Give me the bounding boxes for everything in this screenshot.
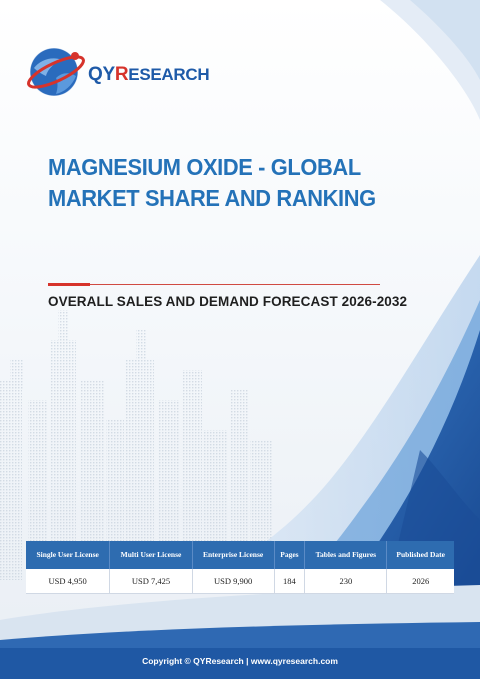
- logo-rest: ESEARCH: [128, 65, 210, 84]
- value-tables-and-figures: 230: [304, 569, 388, 594]
- header-tables-and-figures: Tables and Figures: [304, 541, 388, 569]
- header-enterprise-license: Enterprise License: [192, 541, 275, 569]
- qyresearch-logo: QYRESEARCH: [26, 42, 210, 104]
- globe-logo-icon: [27, 47, 85, 97]
- logo-qy: QY: [88, 64, 115, 85]
- table-header-row: Single User License Multi User License E…: [26, 541, 454, 569]
- value-single-user-license: USD 4,950: [26, 569, 111, 594]
- header-published-date: Published Date: [386, 541, 454, 569]
- report-subtitle: OVERALL SALES AND DEMAND FORECAST 2026-2…: [48, 294, 408, 309]
- footer-copyright: Copyright © QYResearch | www.qyresearch.…: [142, 656, 338, 666]
- license-info-table: Single User License Multi User License E…: [26, 541, 454, 594]
- header-multi-user-license: Multi User License: [109, 541, 193, 569]
- value-pages: 184: [274, 569, 306, 594]
- title-divider-accent: [48, 283, 90, 286]
- report-title: MAGNESIUM OXIDE - GLOBAL MARKET SHARE AN…: [48, 154, 376, 211]
- value-multi-user-license: USD 7,425: [109, 569, 193, 594]
- header-single-user-license: Single User License: [26, 541, 111, 569]
- logo-r: R: [114, 64, 129, 85]
- title-divider-line: [90, 284, 380, 285]
- value-enterprise-license: USD 9,900: [192, 569, 275, 594]
- value-published-date: 2026: [386, 569, 454, 594]
- logo-wordmark: QYRESEARCH: [88, 64, 210, 86]
- table-row: USD 4,950 USD 7,425 USD 9,900 184 230 20…: [26, 569, 454, 594]
- header-pages: Pages: [274, 541, 306, 569]
